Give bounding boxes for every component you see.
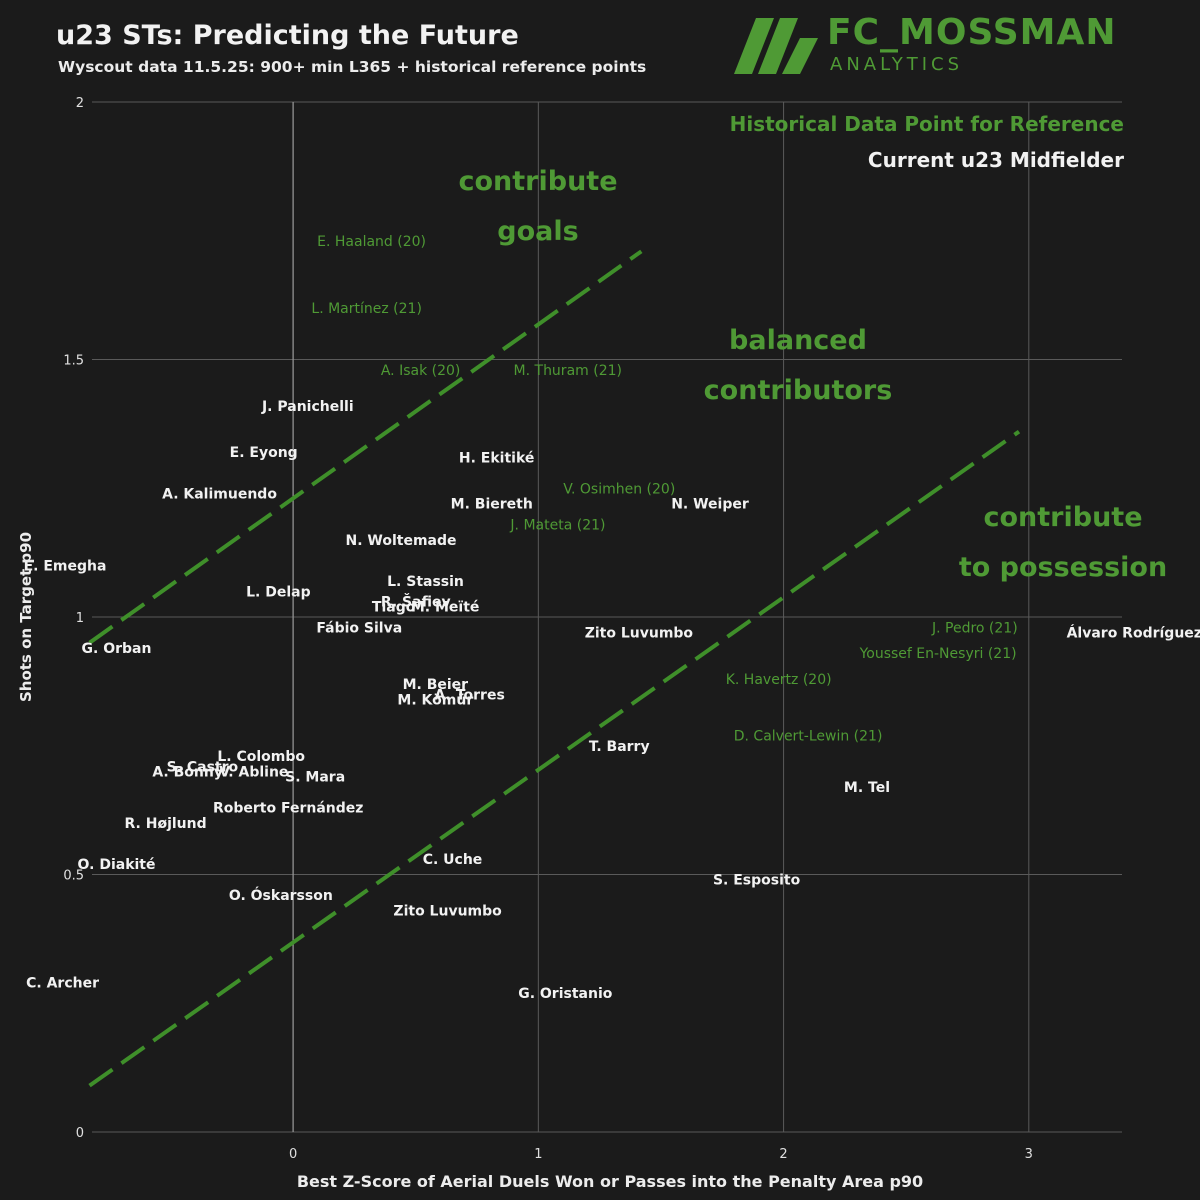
x-tick-label: 1 [534, 1147, 542, 1162]
zone-labels: contribute goals balanced contributors contr… [458, 166, 1167, 583]
current-point-label: Álvaro Rodríguez [1067, 624, 1200, 641]
y-tick-label: 1.5 [63, 354, 84, 369]
current-point-label: V. Abline [219, 765, 288, 781]
current-point-label: A. Kalimuendo [162, 486, 277, 502]
current-point-label: H. Ekitiké [459, 450, 535, 466]
current-point-label: Zito Luvumbo [393, 904, 502, 920]
current-point-label: S. Castro [167, 759, 239, 775]
historical-point-label: A. Isak (20) [381, 363, 461, 379]
historical-point-label: J. Pedro (21) [931, 620, 1018, 636]
current-point-label: J. Panichelli [261, 399, 354, 415]
zone-label-possession: to possession [959, 552, 1167, 583]
current-point-label: S. Esposito [713, 873, 801, 889]
zone-label-goals: contribute [458, 166, 617, 197]
current-point-label: R. Šafiev [381, 593, 451, 611]
current-point-label: L. Delap [246, 584, 311, 600]
x-tick-label: 0 [289, 1147, 297, 1162]
zone-divider-line [88, 249, 643, 645]
legend-historical: Historical Data Point for Reference [730, 112, 1124, 136]
current-point-label: C. Archer [26, 976, 99, 992]
current-point-label: E. Eyong [230, 445, 298, 461]
x-tick-label: 2 [779, 1147, 787, 1162]
zone-label-goals: goals [497, 216, 578, 247]
current-point-label: Fábio Silva [316, 620, 402, 636]
current-point-label: N. Woltemade [345, 533, 456, 549]
current-point-label: E. Emegha [24, 559, 107, 575]
current-point-label: C. Uche [423, 852, 483, 868]
zone-label-balanced: contributors [704, 375, 893, 406]
chart-subtitle: Wyscout data 11.5.25: 900+ min L365 + hi… [58, 58, 647, 76]
current-point-label: L. Colombo [217, 749, 305, 765]
current-point-label: Zito Luvumbo [585, 625, 694, 641]
x-tick-label: 3 [1025, 1147, 1033, 1162]
historical-point-label: M. Thuram (21) [514, 363, 622, 379]
historical-point-label: K. Havertz (20) [726, 672, 832, 688]
current-point-label: N. Weiper [671, 497, 749, 513]
current-point-label: O. Óskarsson [229, 886, 333, 904]
zone-label-balanced: balanced [729, 325, 867, 356]
current-point-label: R. Højlund [125, 816, 207, 832]
current-point-label: M. Meïté [411, 600, 480, 616]
historical-point-label: D. Calvert-Lewin (21) [734, 728, 883, 744]
chart-title: u23 STs: Predicting the Future [56, 20, 519, 51]
legend-current: Current u23 Midfielder [868, 148, 1124, 172]
historical-point-label: E. Haaland (20) [317, 234, 426, 250]
axes: 0 0.5 1 1.5 2 0 1 2 3 [63, 96, 1033, 1162]
zone-dividers [88, 249, 1021, 1088]
current-point-label: T. Barry [589, 739, 650, 755]
logo-slashes-icon [734, 18, 818, 74]
y-tick-label: 2 [76, 96, 84, 111]
logo-subtitle: ANALYTICS [830, 54, 964, 75]
logo-name: FC_MOSSMAN [827, 12, 1117, 53]
historical-point-label: V. Osimhen (20) [563, 481, 675, 497]
current-point-label: M. Biereth [451, 497, 533, 513]
point-labels: E. Haaland (20) L. Martínez (21) A. Isak (… [24, 234, 1200, 1002]
brand-logo: FC_MOSSMAN ANALYTICS [734, 10, 1180, 80]
current-point-label: A. Torres [435, 687, 505, 703]
legend: Historical Data Point for Reference Curre… [730, 112, 1125, 172]
historical-point-label: L. Martínez (21) [311, 301, 422, 317]
current-point-label: Roberto Fernández [213, 801, 363, 817]
historical-point-label: Youssef En-Nesyri (21) [859, 646, 1017, 662]
y-tick-label: 0.5 [63, 869, 84, 884]
current-point-label: G. Orban [82, 641, 152, 657]
grid [92, 101, 1122, 1133]
current-point-label: L. Stassin [387, 574, 464, 590]
y-tick-label: 1 [76, 611, 84, 626]
current-point-label: M. Kömür [397, 692, 473, 708]
x-axis-label: Best Z-Score of Aerial Duels Won or Pass… [296, 1172, 924, 1191]
y-axis-label: Shots on Target p90 [17, 531, 35, 703]
current-point-label: O. Diakité [78, 857, 156, 873]
current-point-label: G. Oristanio [518, 986, 613, 1002]
current-point-label: M. Beier [403, 677, 469, 693]
zone-label-possession: contribute [983, 502, 1142, 533]
current-point-label: A. Bonny [152, 765, 223, 781]
y-tick-label: 0 [76, 1126, 84, 1141]
zone-divider-line [88, 429, 1021, 1088]
current-point-label: Tiago [372, 600, 416, 616]
current-point-label: M. Tel [844, 780, 890, 796]
historical-point-label: J. Mateta (21) [509, 517, 605, 533]
current-point-label: S. Mara [285, 770, 345, 786]
